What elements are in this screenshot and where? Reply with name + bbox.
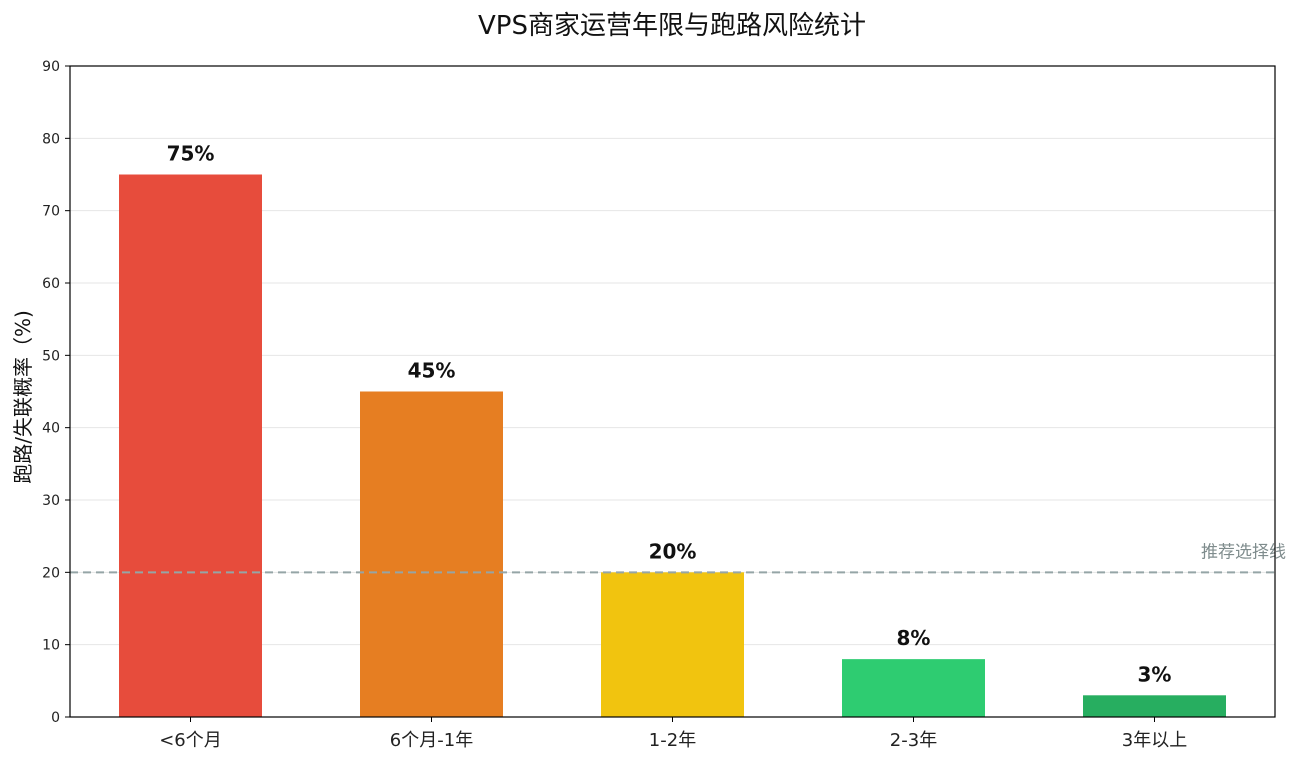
bar xyxy=(119,174,262,717)
bars-layer xyxy=(119,174,1226,717)
bar xyxy=(1083,695,1226,717)
x-tick-label: <6个月 xyxy=(159,730,222,751)
x-axis: <6个月 6个月-1年 1-2年 2-3年 3年以上 xyxy=(159,717,1187,751)
reference-line-label: 推荐选择线 xyxy=(1201,542,1286,562)
y-tick-label: 30 xyxy=(42,493,60,509)
reference-line-layer: 推荐选择线 xyxy=(70,542,1286,574)
data-label: 45% xyxy=(408,359,456,383)
data-label: 8% xyxy=(897,626,931,650)
bar xyxy=(842,659,985,717)
y-axis: 0 10 20 30 40 50 60 70 80 90 xyxy=(42,59,70,726)
x-tick-label: 6个月-1年 xyxy=(390,730,473,751)
data-label: 3% xyxy=(1138,662,1172,686)
x-tick-label: 1-2年 xyxy=(649,730,696,751)
y-tick-label: 90 xyxy=(42,59,60,75)
data-label: 20% xyxy=(649,539,697,563)
y-tick-label: 0 xyxy=(51,710,60,726)
data-label: 75% xyxy=(167,142,215,166)
x-tick-label: 3年以上 xyxy=(1122,730,1187,751)
y-tick-label: 10 xyxy=(42,638,60,654)
y-tick-label: 50 xyxy=(42,348,60,364)
bar xyxy=(601,572,744,717)
y-tick-label: 80 xyxy=(42,131,60,147)
y-tick-label: 40 xyxy=(42,421,60,437)
y-axis-label: 跑路/失联概率（%) xyxy=(11,310,35,484)
chart-title: VPS商家运营年限与跑路风险统计 xyxy=(478,11,866,41)
x-tick-label: 2-3年 xyxy=(890,730,937,751)
y-tick-label: 70 xyxy=(42,204,60,220)
bar xyxy=(360,391,503,717)
y-tick-label: 60 xyxy=(42,276,60,292)
y-tick-label: 20 xyxy=(42,565,60,581)
data-labels-layer: 75% 45% 20% 8% 3% xyxy=(167,142,1172,687)
